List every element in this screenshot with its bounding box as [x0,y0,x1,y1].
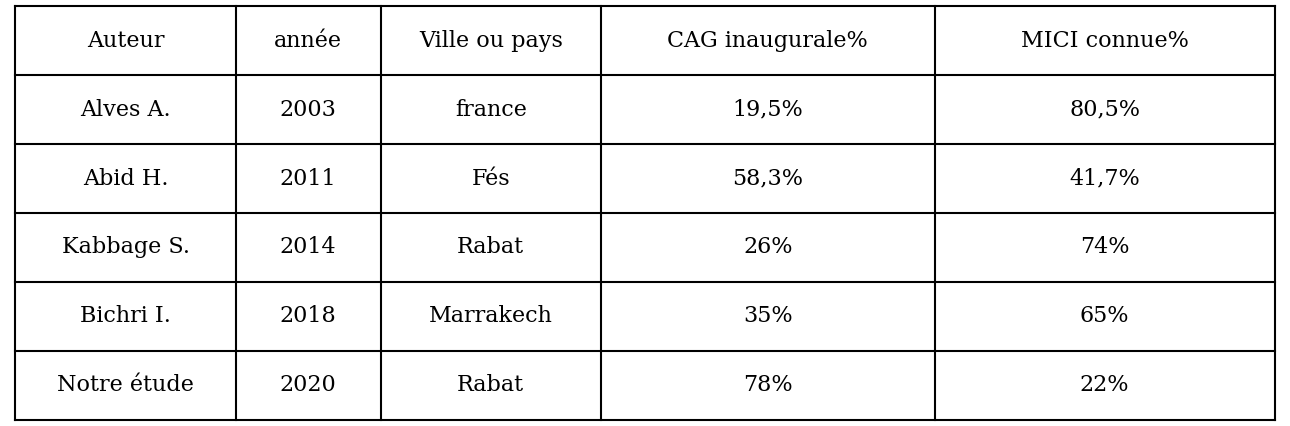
Text: CAG inaugurale%: CAG inaugurale% [667,30,868,52]
Text: 2014: 2014 [280,236,337,259]
Text: Abid H.: Abid H. [83,167,169,190]
Text: 41,7%: 41,7% [1069,167,1140,190]
Text: Rabat: Rabat [457,236,524,259]
Text: 80,5%: 80,5% [1069,99,1140,121]
Text: Bichri I.: Bichri I. [80,305,172,327]
Text: 19,5%: 19,5% [733,99,804,121]
Text: Rabat: Rabat [457,374,524,396]
Text: année: année [275,30,342,52]
Text: Notre étude: Notre étude [57,374,194,396]
Text: 58,3%: 58,3% [733,167,804,190]
Text: 74%: 74% [1080,236,1129,259]
Text: 2003: 2003 [280,99,337,121]
Text: Kabbage S.: Kabbage S. [62,236,190,259]
Text: Auteur: Auteur [86,30,164,52]
Text: Marrakech: Marrakech [428,305,552,327]
Text: 22%: 22% [1080,374,1129,396]
Text: 78%: 78% [743,374,792,396]
Text: 2011: 2011 [280,167,337,190]
Text: 2020: 2020 [280,374,337,396]
Text: Ville ou pays: Ville ou pays [419,30,562,52]
Text: 65%: 65% [1080,305,1129,327]
Text: france: france [455,99,526,121]
Text: Alves A.: Alves A. [80,99,172,121]
Text: 35%: 35% [743,305,792,327]
Text: MICI connue%: MICI connue% [1020,30,1188,52]
Text: Fés: Fés [471,167,510,190]
Text: 26%: 26% [743,236,792,259]
Text: 2018: 2018 [280,305,337,327]
